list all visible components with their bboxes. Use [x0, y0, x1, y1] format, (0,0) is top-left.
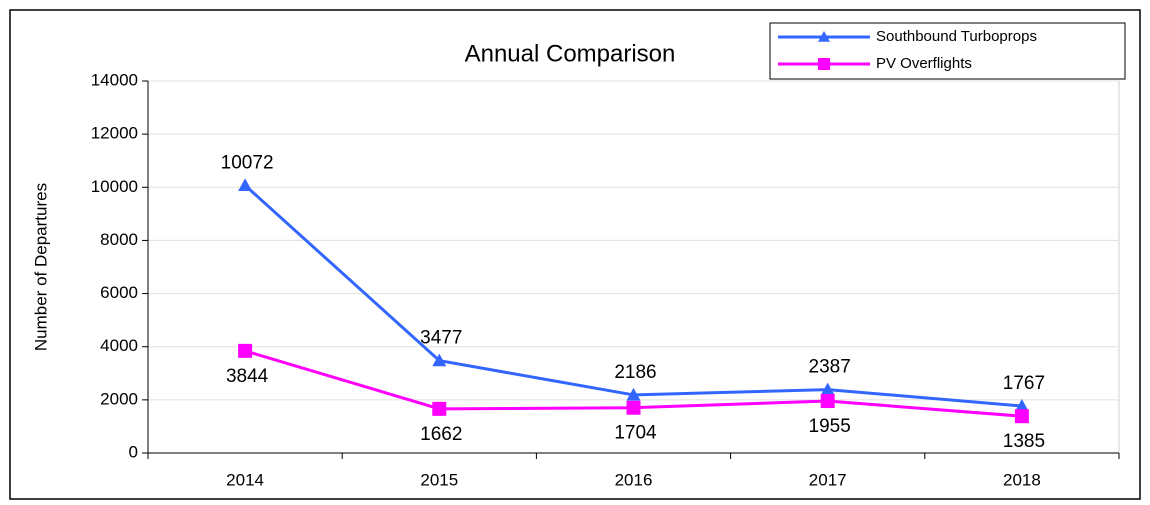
- y-tick-label: 14000: [91, 70, 138, 89]
- chart-border: [9, 9, 1141, 500]
- data-marker: [238, 343, 253, 358]
- data-label: 10072: [221, 152, 274, 173]
- chart-title: Annual Comparison: [465, 40, 676, 67]
- x-tick-label: 2016: [615, 470, 653, 489]
- data-marker: [820, 394, 835, 409]
- data-label: 1662: [420, 424, 462, 445]
- data-marker: [432, 401, 447, 416]
- y-tick-label: 10000: [91, 177, 138, 196]
- legend-label: Southbound Turboprops: [876, 28, 1037, 45]
- legend-marker: [818, 31, 830, 42]
- data-marker: [1014, 409, 1029, 424]
- y-tick-label: 2000: [100, 389, 138, 408]
- data-label: 3477: [420, 328, 462, 349]
- y-axis-label: Number of Departures: [31, 183, 50, 351]
- y-tick-label: 12000: [91, 124, 138, 143]
- data-label: 1955: [809, 416, 851, 437]
- data-label: 2186: [614, 362, 656, 383]
- data-label: 3844: [226, 366, 269, 387]
- data-marker: [626, 400, 641, 415]
- legend-marker: [818, 58, 830, 70]
- data-marker: [626, 387, 641, 401]
- data-marker: [1014, 399, 1029, 412]
- y-tick-label: 4000: [100, 336, 138, 355]
- y-tick-label: 0: [129, 442, 138, 461]
- y-tick-label: 6000: [100, 283, 138, 302]
- legend-label: PV Overflights: [876, 55, 972, 72]
- x-tick-label: 2017: [809, 470, 847, 489]
- data-label: 1704: [614, 423, 657, 444]
- data-marker: [820, 382, 835, 396]
- data-label: 1385: [1003, 431, 1045, 452]
- data-label: 2387: [809, 357, 851, 378]
- y-tick-label: 8000: [100, 230, 138, 249]
- x-tick-label: 2014: [226, 470, 264, 489]
- x-tick-label: 2015: [420, 470, 458, 489]
- x-tick-label: 2018: [1003, 470, 1041, 489]
- data-label: 1767: [1003, 373, 1045, 394]
- data-marker: [238, 178, 253, 191]
- data-marker: [432, 353, 447, 367]
